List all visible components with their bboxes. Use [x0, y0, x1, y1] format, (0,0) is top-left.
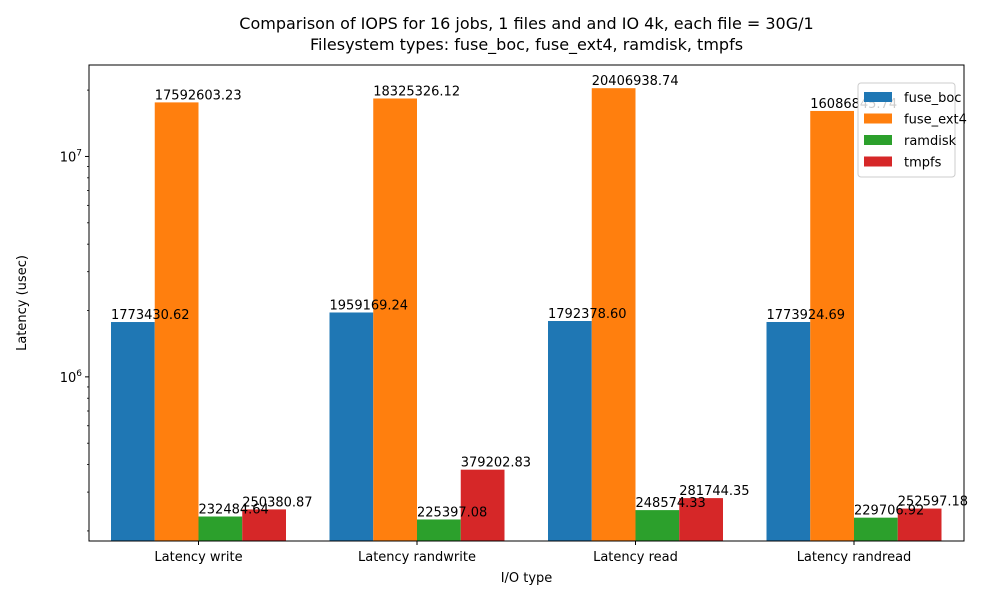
- data-label-fuse_ext4-1: 18325326.12: [373, 84, 460, 99]
- bar-ramdisk-0: [198, 516, 243, 541]
- chart-subtitle: Filesystem types: fuse_boc, fuse_ext4, r…: [310, 35, 743, 55]
- data-label-tmpfs-2: 281744.35: [679, 484, 749, 499]
- bars-layer: [111, 88, 942, 541]
- y-tick-exponent: 6: [76, 369, 82, 379]
- x-tick-label-2: Latency read: [593, 550, 678, 565]
- y-tick-label-0: 106: [60, 369, 83, 386]
- y-tick-exponent: 7: [76, 148, 82, 158]
- bar-tmpfs-3: [897, 508, 942, 541]
- data-label-ramdisk-3: 229706.92: [854, 504, 924, 519]
- bar-fuse_ext4-3: [810, 110, 854, 541]
- x-tick-label-3: Latency randread: [797, 550, 912, 565]
- bar-ramdisk-2: [635, 510, 680, 541]
- y-tick-base: 10: [60, 371, 77, 386]
- x-tick-label-1: Latency randwrite: [358, 550, 476, 565]
- bar-fuse_ext4-2: [591, 88, 636, 541]
- legend-swatch-fuse_ext4: [864, 113, 892, 124]
- y-tick-base: 10: [60, 150, 77, 165]
- bar-tmpfs-2: [679, 498, 723, 541]
- legend-label-tmpfs: tmpfs: [904, 156, 942, 171]
- legend-swatch-tmpfs: [864, 156, 892, 167]
- data-label-ramdisk-2: 248574.33: [636, 496, 706, 511]
- data-label-fuse_boc-2: 1792378.60: [548, 307, 627, 322]
- data-label-ramdisk-0: 232484.64: [199, 503, 269, 518]
- data-label-ramdisk-1: 225397.08: [417, 505, 487, 520]
- plot-frame: [88, 64, 965, 542]
- data-label-fuse_boc-0: 1773430.62: [111, 308, 190, 323]
- bar-ramdisk-1: [417, 519, 461, 541]
- y-tick-label-1: 107: [60, 148, 82, 165]
- legend-swatch-ramdisk: [864, 135, 892, 145]
- bar-fuse_ext4-1: [373, 98, 417, 541]
- x-axis-label: I/O type: [501, 571, 553, 586]
- y-axis-label: Latency (usec): [15, 255, 30, 351]
- legend-label-fuse_ext4: fuse_ext4: [904, 113, 967, 128]
- bar-fuse_boc-0: [111, 322, 155, 541]
- bar-tmpfs-0: [242, 509, 286, 541]
- x-tick-label-0: Latency write: [154, 550, 242, 565]
- data-label-fuse_ext4-0: 17592603.23: [155, 88, 242, 103]
- legend-box: [857, 82, 956, 178]
- data-label-fuse_boc-1: 1959169.24: [330, 298, 409, 313]
- bar-fuse_boc-2: [548, 321, 592, 541]
- bar-fuse_boc-3: [766, 321, 811, 541]
- bar-ramdisk-3: [854, 517, 898, 541]
- chart-title: Comparison of IOPS for 16 jobs, 1 files …: [239, 14, 813, 33]
- x-axis: Latency write Latency randwrite Latency re…: [154, 541, 911, 565]
- data-label-tmpfs-0: 250380.87: [242, 495, 312, 510]
- legend-label-ramdisk: ramdisk: [904, 134, 957, 149]
- bar-tmpfs-1: [460, 469, 505, 541]
- bar-fuse_ext4-0: [154, 102, 199, 541]
- legend-swatch-fuse_boc: [864, 92, 892, 102]
- data-label-tmpfs-3: 252597.18: [898, 495, 968, 510]
- data-label-tmpfs-1: 379202.83: [461, 456, 531, 471]
- data-label-fuse_ext4-2: 20406938.74: [592, 74, 679, 89]
- data-label-fuse_boc-3: 1773924.69: [767, 308, 846, 323]
- legend-label-fuse_boc: fuse_boc: [904, 91, 961, 106]
- bar-fuse_boc-1: [329, 312, 374, 541]
